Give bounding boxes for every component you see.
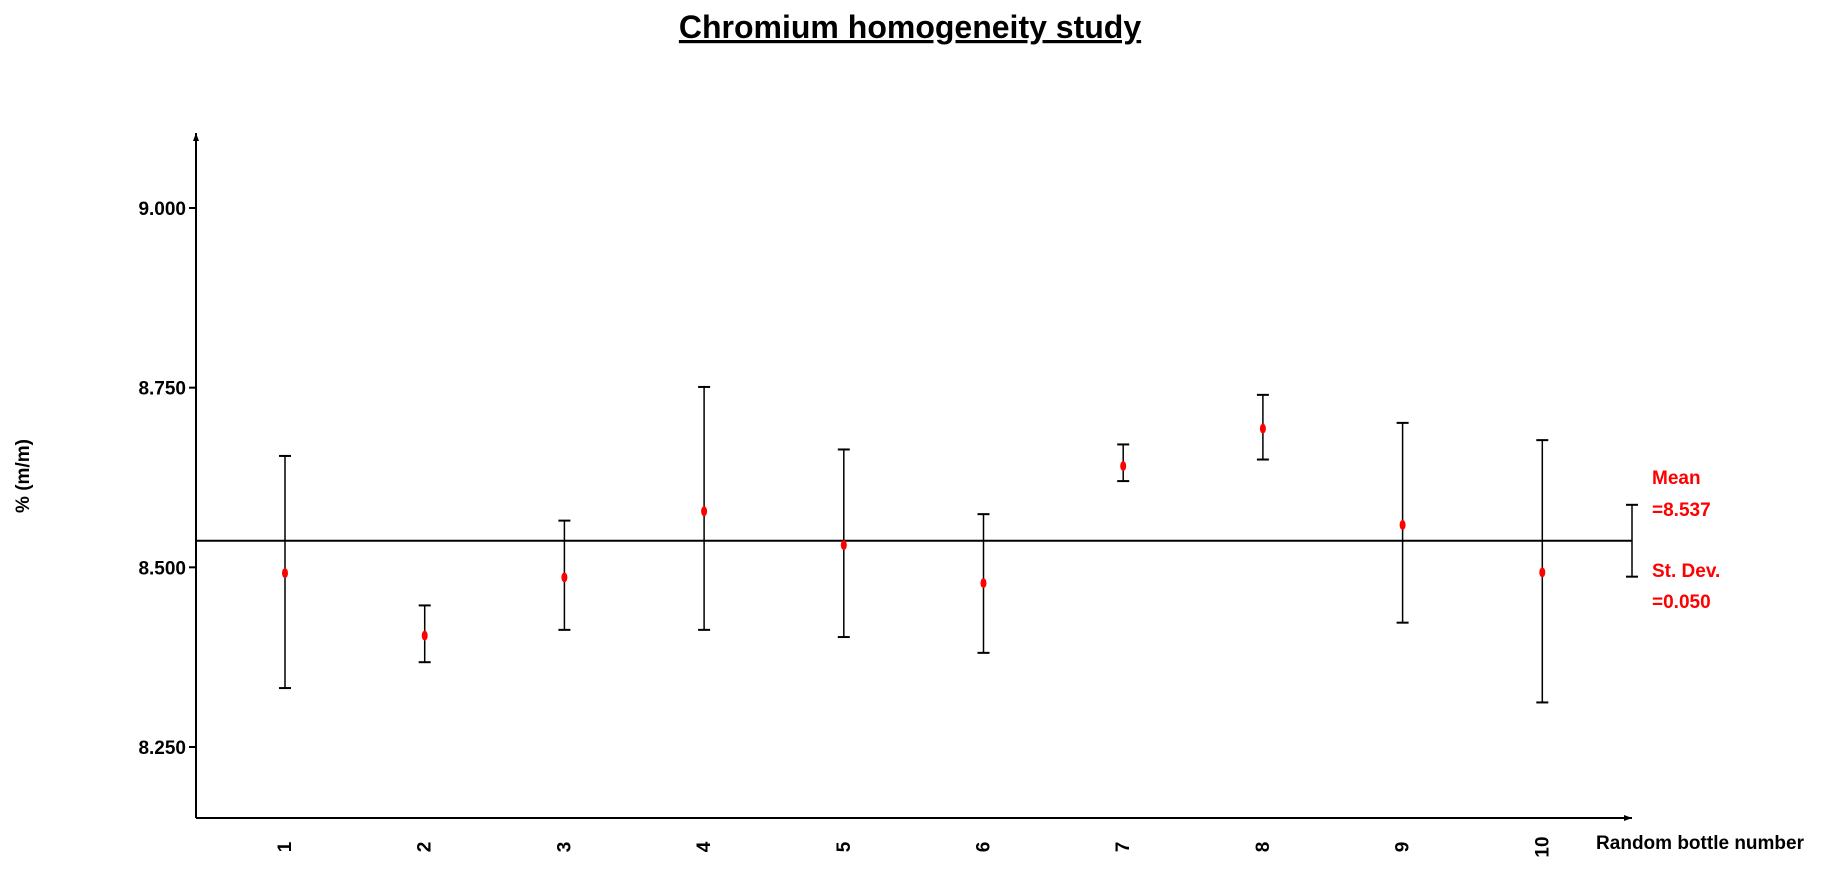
x-tick-label: 4 [694,841,715,852]
data-point [561,572,568,583]
x-axis-arrow [1624,815,1632,821]
x-tick-label: 2 [415,842,436,853]
data-point [421,630,428,641]
y-tick-label: 8.750 [138,379,186,400]
data-point [1539,567,1546,578]
y-tick-label: 8.250 [138,738,186,759]
data-point [1399,519,1406,530]
mean-value: =8.537 [1652,500,1711,521]
x-tick-label: 1 [275,841,296,852]
y-tick-label: 8.500 [138,558,186,579]
x-tick-label: 3 [554,842,575,853]
mean-label: Mean [1652,468,1701,489]
data-point [1259,423,1266,434]
data-point [980,578,987,589]
x-tick-label: 6 [974,842,995,853]
x-tick-label: 5 [834,841,855,852]
sd-label: St. Dev. [1652,561,1720,582]
chart-labels: 9.000 8.750 8.500 8.250 % (m/m) Random bottle… [13,199,1805,858]
data-point [282,568,288,579]
x-axis-label: Random bottle number [1596,833,1805,854]
chart-title: Chromium homogeneity study [679,9,1141,45]
sd-value: =0.050 [1652,592,1711,613]
data-point [1120,461,1127,472]
y-axis-arrow [193,133,199,141]
x-tick-label: 9 [1393,842,1414,853]
chart-marks [196,385,1638,704]
data-point [701,506,708,517]
y-tick-label: 9.000 [138,199,186,220]
y-axis-label: % (m/m) [13,439,34,513]
x-tick-label: 8 [1253,842,1274,853]
x-tick-label: 7 [1113,842,1134,853]
x-tick-label: 10 [1532,836,1553,857]
axes [189,133,1632,821]
data-point [840,540,847,551]
